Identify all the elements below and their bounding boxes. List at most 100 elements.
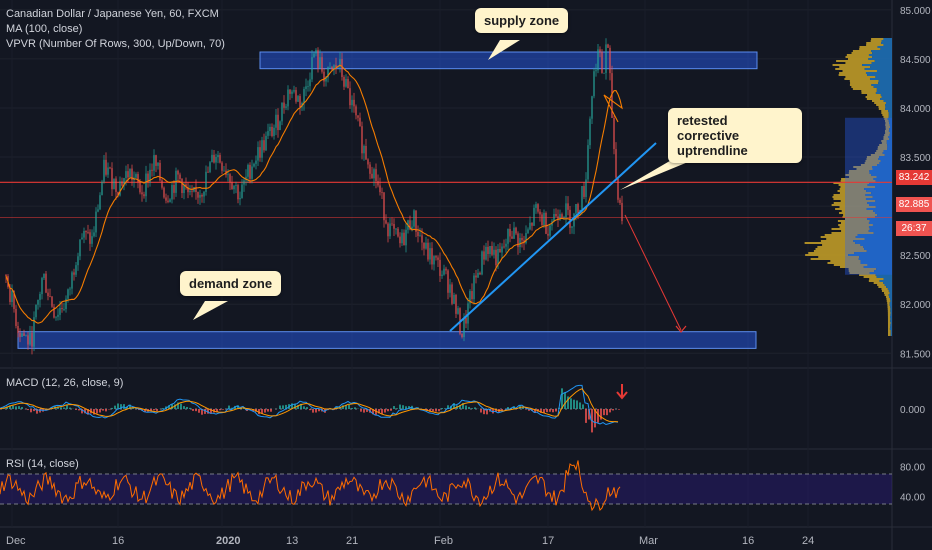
candle-body [127, 171, 129, 178]
candle-body [433, 256, 435, 265]
macd-histogram-bar [453, 403, 455, 409]
candle-body [315, 49, 317, 54]
candle-body [43, 273, 45, 279]
candle-body [457, 308, 459, 314]
line-price-tag: 83.242 [896, 170, 932, 185]
volume-profile-bar [820, 240, 854, 242]
volume-profile-bar [845, 56, 873, 58]
candle-body [113, 178, 115, 190]
macd-histogram-bar [606, 409, 608, 416]
volume-profile-bar [845, 76, 876, 78]
volume-profile-bar [880, 160, 892, 162]
volume-profile-bar [839, 212, 875, 214]
macd-histogram-bar [345, 405, 347, 409]
demand-zone-callout: demand zone [180, 271, 282, 296]
macd-histogram-bar [177, 402, 179, 409]
macd-histogram-bar [198, 409, 200, 413]
candle-body [161, 180, 163, 188]
candle-body [417, 231, 419, 236]
candle-body [517, 233, 519, 248]
macd-histogram-bar [81, 409, 83, 414]
macd-histogram-bar [186, 406, 188, 409]
volume-profile-bar [853, 166, 873, 168]
x-tick-label: Feb [434, 535, 453, 547]
volume-profile-bar [882, 152, 892, 154]
candle-body [601, 51, 603, 73]
candle-body [333, 65, 335, 70]
macd-histogram-bar [126, 406, 128, 409]
candle-body [611, 73, 613, 118]
candle-body [329, 66, 331, 68]
candle-body [5, 274, 7, 277]
macd-histogram-bar [555, 409, 557, 412]
candle-body [405, 229, 407, 246]
x-tick-label: 17 [542, 535, 554, 547]
candle-body [31, 332, 33, 347]
candle-body [483, 251, 485, 260]
candle-body [265, 135, 267, 151]
candle-body [437, 257, 439, 260]
candle-body [243, 180, 245, 185]
volume-profile-bar [885, 122, 890, 124]
candle-body [443, 268, 445, 275]
candle-body [37, 299, 39, 305]
candle-body [307, 86, 309, 87]
candle-body [593, 71, 595, 97]
volume-profile-bar [840, 200, 876, 202]
candle-body [441, 274, 443, 276]
volume-profile-bar [887, 316, 891, 318]
volume-profile-bar [888, 290, 892, 292]
volume-profile-bar [848, 254, 892, 256]
candle-body [569, 209, 571, 228]
macd-histogram-bar [495, 409, 497, 412]
volume-profile-bar [880, 48, 892, 50]
macd-histogram-bar [294, 404, 296, 409]
y-tick-label: 81.500 [900, 349, 931, 360]
macd-histogram-bar [444, 408, 446, 409]
candle-body [139, 181, 141, 193]
candle-body [403, 232, 405, 246]
candle-body [87, 232, 89, 234]
macd-histogram-bar [501, 409, 503, 411]
volume-profile-bar [883, 150, 892, 152]
volume-profile-bar [820, 236, 856, 238]
volume-profile-bar [815, 248, 865, 250]
volume-profile-bar [851, 52, 873, 54]
volume-profile-bar [863, 276, 877, 278]
candle-body [285, 106, 287, 108]
volume-profile-bar [881, 290, 889, 292]
candle-body [151, 169, 153, 171]
volume-profile-bar [869, 172, 892, 174]
macd-histogram-bar [192, 409, 194, 411]
candle-body [101, 181, 103, 196]
candle-body [77, 256, 79, 266]
value-area [845, 117, 892, 275]
volume-profile-bar [839, 72, 866, 74]
volume-profile-bar [864, 68, 892, 70]
macd-histogram-bar [33, 409, 35, 412]
volume-profile-bar [871, 192, 892, 194]
volume-profile-bar [890, 324, 892, 326]
candle-body [497, 248, 499, 266]
volume-profile-bar [876, 176, 892, 178]
volume-profile-bar [879, 162, 892, 164]
macd-histogram-bar [201, 409, 203, 415]
volume-profile-bar [877, 214, 892, 216]
macd-histogram-bar [300, 403, 302, 409]
volume-profile-bar [869, 272, 892, 274]
candle-body [261, 140, 263, 158]
candle-body [103, 159, 105, 182]
volume-profile-bar [867, 202, 892, 204]
macd-histogram-bar [372, 409, 374, 415]
volume-profile-bar [878, 80, 892, 82]
volume-profile-bar [887, 322, 891, 324]
volume-profile-bar [873, 178, 892, 180]
candle-body [447, 270, 449, 293]
candle-body [105, 159, 107, 175]
volume-profile-bar [848, 172, 870, 174]
macd-histogram-bar [18, 406, 20, 409]
candle-body [69, 288, 71, 290]
volume-profile-bar [871, 84, 892, 86]
volume-profile-bar [887, 304, 890, 306]
